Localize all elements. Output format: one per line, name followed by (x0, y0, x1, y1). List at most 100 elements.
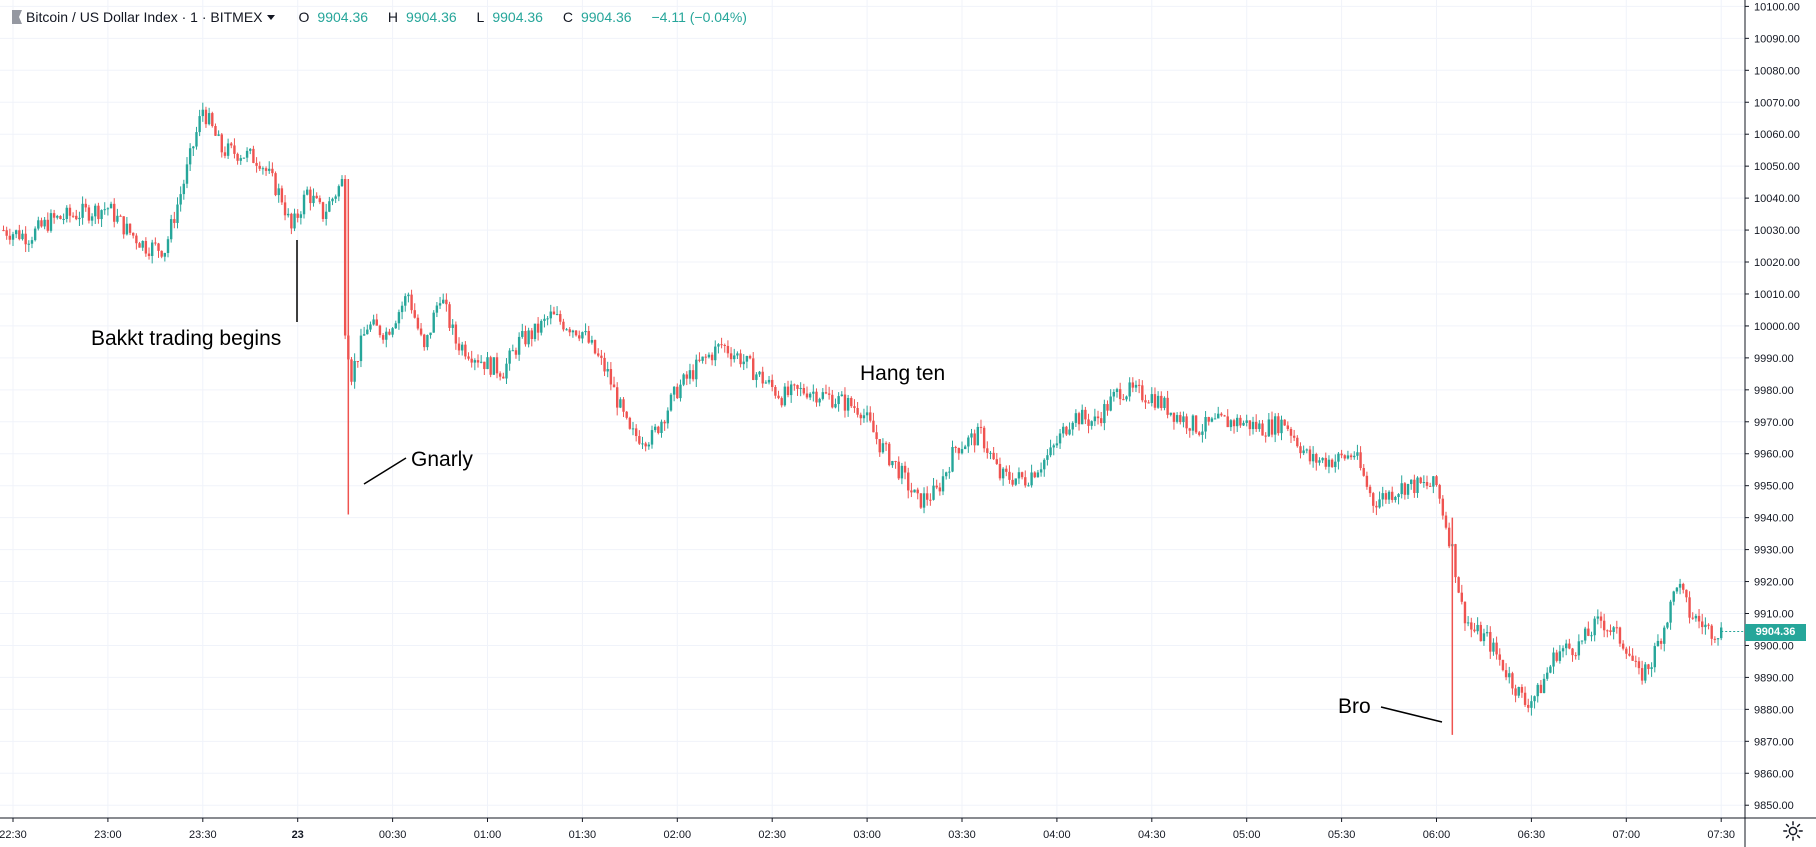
candle-body (195, 132, 198, 147)
candle-body (1384, 493, 1388, 500)
candle-body (65, 207, 68, 219)
settings-gear-icon[interactable] (1782, 820, 1804, 842)
candle-body (1381, 493, 1384, 500)
candle-body (1292, 435, 1296, 438)
candle-body (1137, 384, 1141, 386)
x-tick-label: 04:30 (1138, 829, 1166, 841)
candle-body (1277, 416, 1280, 434)
candle-body (106, 208, 110, 210)
candle-body (846, 398, 850, 411)
y-tick-label: 10040.00 (1754, 193, 1800, 205)
candle-body (574, 330, 578, 336)
candle-body (1267, 419, 1271, 437)
candle-body (1378, 499, 1381, 508)
candle-body (597, 353, 600, 356)
candle-body (628, 417, 632, 429)
candle-body (1039, 469, 1043, 473)
candle-body (407, 294, 410, 297)
candle-body (160, 250, 163, 257)
candle-body (1523, 692, 1527, 705)
candle-body (1365, 475, 1369, 487)
candle-body (581, 332, 584, 339)
candle-body (1672, 591, 1675, 602)
candle-body (1568, 643, 1571, 649)
candle-body (1188, 428, 1191, 431)
candle-body (1587, 628, 1590, 636)
candle-body (1264, 435, 1267, 437)
candle-body (1530, 701, 1533, 708)
candle-body (147, 253, 151, 256)
symbol-label[interactable]: Bitcoin / US Dollar Index · 1 · BITMEX (26, 9, 263, 25)
y-tick-label: 9950.00 (1754, 481, 1794, 493)
candle-body (283, 202, 287, 216)
x-tick-label: 07:30 (1707, 829, 1735, 841)
candle-body (502, 376, 505, 379)
candle-body (989, 452, 992, 454)
candle-body (533, 323, 537, 340)
candle-body (1397, 494, 1400, 498)
candle-body (1074, 413, 1078, 423)
candle-body (1024, 477, 1027, 486)
candle-body (1251, 421, 1255, 430)
candle-body (587, 330, 590, 343)
y-tick-label: 9920.00 (1754, 577, 1794, 589)
candle-body (1220, 413, 1223, 416)
candle-body (1682, 583, 1685, 590)
candle-body (872, 420, 875, 433)
candle-body (688, 370, 692, 379)
candle-body (884, 443, 888, 445)
candle-body (1391, 491, 1394, 500)
candle-body (1615, 627, 1619, 629)
candle-body (657, 426, 660, 433)
candle-body (252, 148, 255, 163)
candle-body (290, 213, 293, 229)
candle-body (922, 493, 926, 508)
candle-body (296, 213, 299, 218)
annotation-gnarly: Gnarly (411, 448, 473, 471)
candle-body (340, 179, 344, 187)
candle-body (419, 328, 423, 335)
candle-body (97, 205, 100, 220)
candle-body (1226, 416, 1229, 428)
candle-body (1435, 476, 1438, 486)
candle-body (1049, 447, 1052, 456)
candle-body (1416, 477, 1419, 494)
candle-body (1454, 544, 1457, 578)
candle-body (442, 299, 445, 304)
candle-body (1675, 587, 1679, 592)
candle-body (1125, 396, 1128, 400)
candle-body (1011, 479, 1014, 485)
candle-body (1096, 416, 1100, 419)
candle-body (862, 415, 866, 419)
candle-body (1546, 672, 1549, 679)
candle-body (1254, 421, 1258, 430)
candle-body (1330, 459, 1334, 468)
candle-body (495, 357, 499, 374)
candle-body (850, 398, 853, 407)
candle-body (641, 443, 644, 445)
candle-body (701, 356, 704, 361)
candle-body (1504, 670, 1508, 678)
candle-body (404, 296, 407, 306)
candle-body (429, 332, 432, 336)
x-tick-label: 06:00 (1423, 829, 1451, 841)
candle-body (1144, 400, 1147, 403)
high-value: 9904.36 (406, 9, 457, 25)
candle-body (1191, 415, 1195, 431)
candle-body (831, 394, 834, 408)
candle-body (280, 188, 284, 203)
candle-body (169, 219, 173, 240)
candle-body (1324, 457, 1327, 467)
chevron-down-icon[interactable] (266, 14, 275, 20)
candle-body (1258, 423, 1261, 430)
candle-body (546, 318, 549, 320)
open-value: 9904.36 (317, 9, 369, 25)
candle-body (691, 370, 695, 380)
candle-body (154, 242, 157, 244)
candle-body (963, 446, 967, 450)
candle-body (552, 311, 556, 315)
y-tick-label: 10050.00 (1754, 161, 1800, 173)
candle-body (1036, 472, 1040, 478)
candle-body (1685, 589, 1688, 598)
